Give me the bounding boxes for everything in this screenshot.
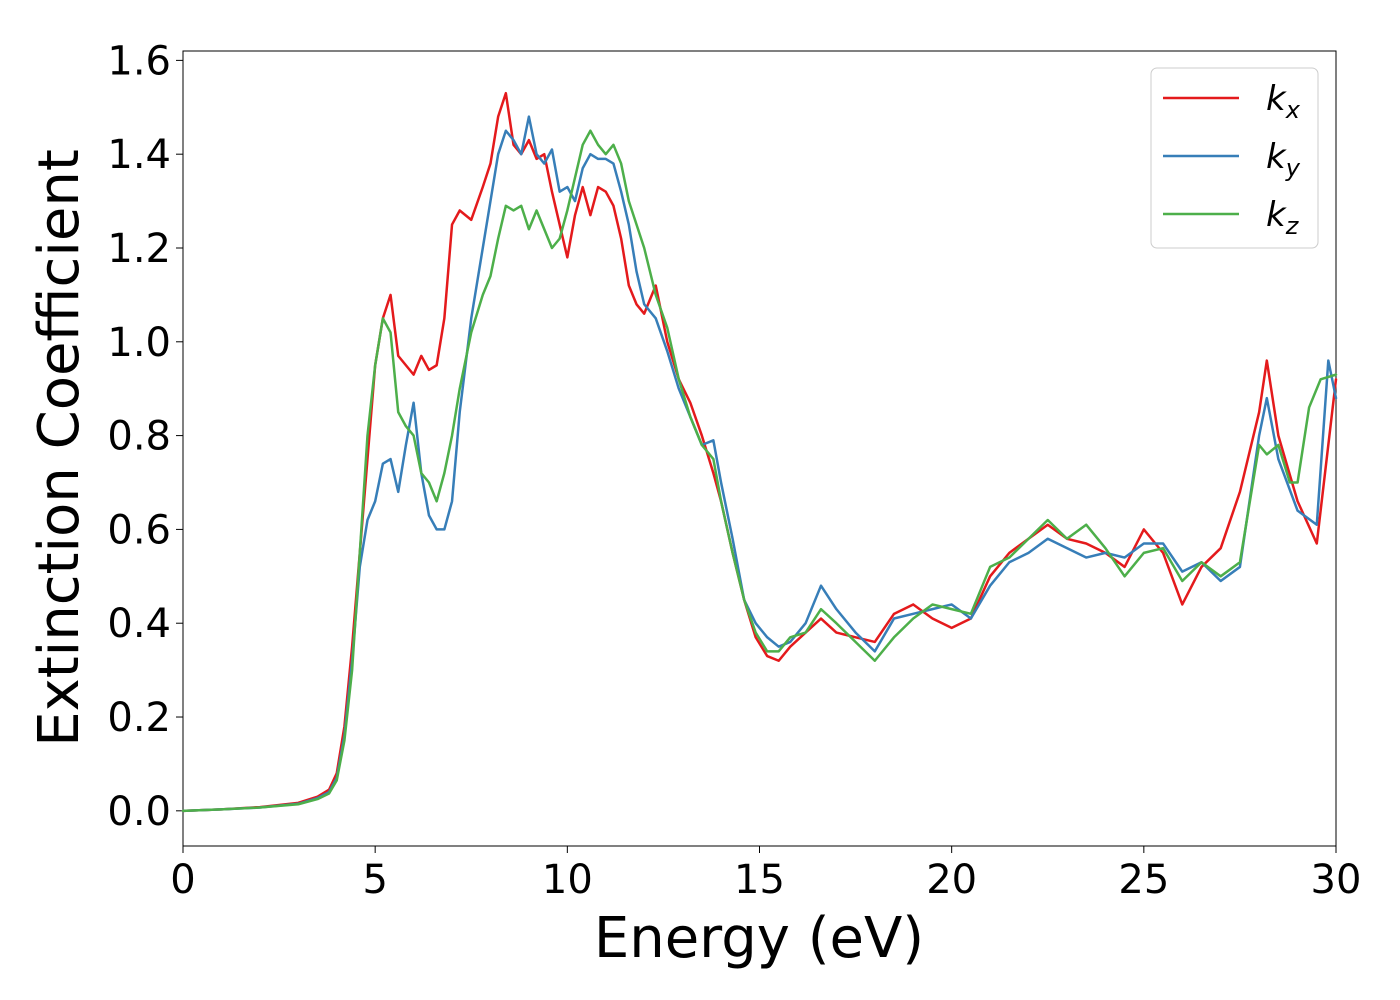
legend-label-subscript: x [1285,96,1301,124]
y-tick-label: 0.2 [107,695,171,741]
y-tick-label: 0.6 [107,507,171,553]
x-axis-title: Energy (eV) [594,906,924,971]
y-tick-label: 0.4 [107,601,171,647]
x-tick-label: 5 [362,857,387,903]
series-line-kz [181,129,1338,813]
legend-label-base: k [1266,79,1287,119]
x-tick-label: 15 [734,857,785,903]
y-tick-label: 1.6 [107,38,171,84]
legend-label-base: k [1266,195,1287,235]
legend-label-base: k [1266,137,1287,177]
legend-label-ky: ky [1266,137,1301,182]
y-tick-label: 0.8 [107,414,171,460]
x-tick-label: 0 [170,857,195,903]
series-line-kx [181,91,1338,813]
series-line-ky [181,115,1338,813]
legend-label-subscript: z [1285,212,1300,240]
y-tick-label: 1.4 [107,132,171,178]
y-axis: 0.0 0.2 0.4 0.6 0.8 1.0 1.2 1.4 1.6 [107,38,183,835]
y-axis-title: Extinction Coefficient [27,149,92,747]
legend-label-kz: kz [1266,195,1300,240]
x-tick-label: 10 [542,857,593,903]
y-tick-label: 1.2 [107,226,171,272]
x-axis: 0 5 10 15 20 25 30 [170,846,1361,903]
y-tick-label: 0.0 [107,789,171,835]
series-layer [181,91,1338,813]
legend-label-subscript: y [1285,154,1301,182]
x-tick-label: 25 [1118,857,1169,903]
plot-area [182,50,1337,847]
x-tick-label: 30 [1311,857,1362,903]
legend-box [1150,67,1319,249]
y-tick-label: 1.0 [107,320,171,366]
legend-label-kx: kx [1266,79,1301,124]
x-tick-label: 20 [926,857,977,903]
